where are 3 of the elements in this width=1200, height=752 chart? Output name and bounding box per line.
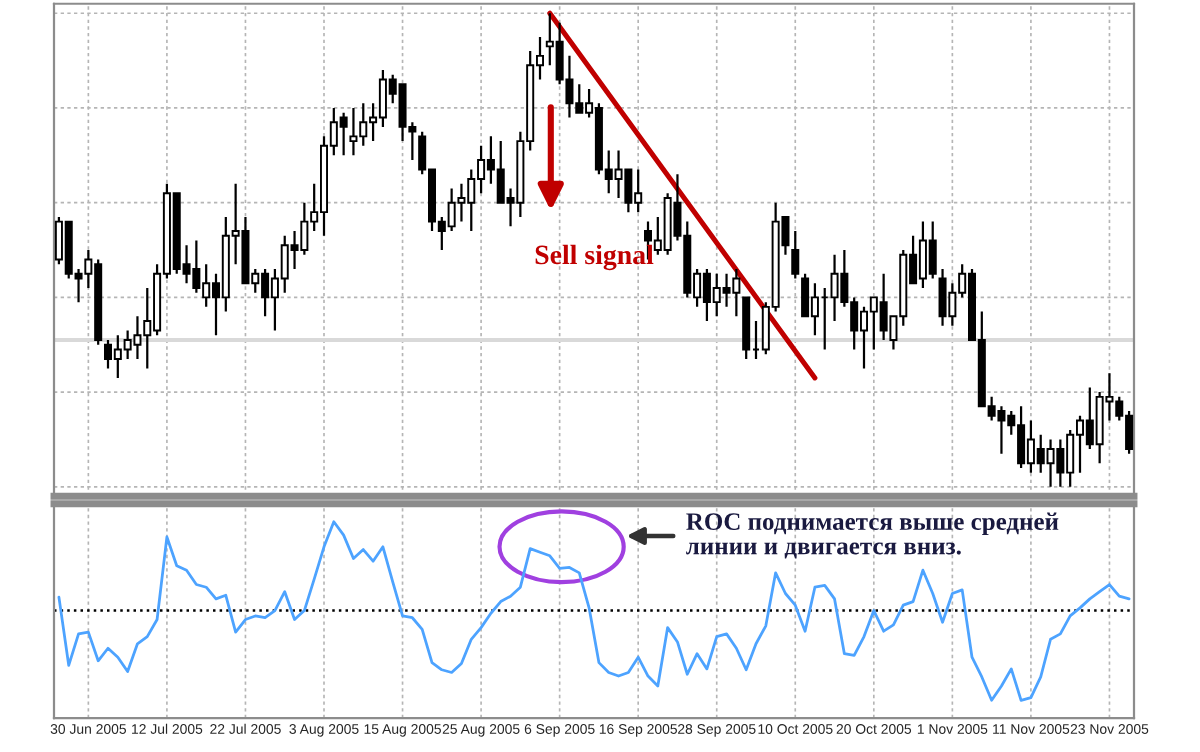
annotation: Sell signal <box>535 244 654 271</box>
annotation: ROC поднимается выше средней линии и двигается вниз. <box>686 512 1059 559</box>
candlestick <box>791 229 800 280</box>
